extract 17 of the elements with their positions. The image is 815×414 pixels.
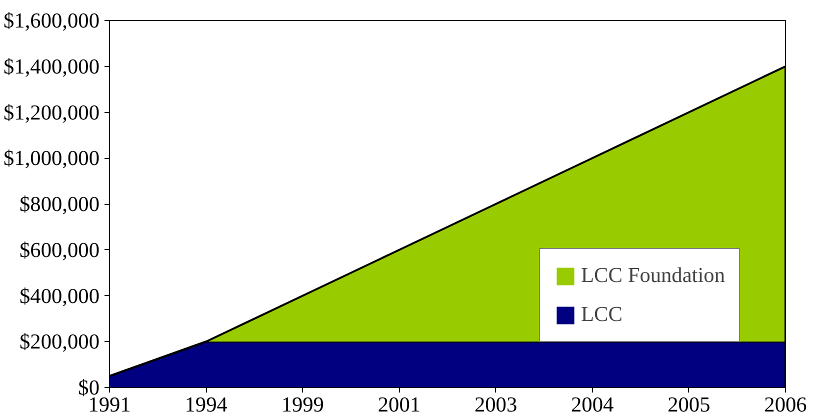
x-tick-label: 2005 — [668, 392, 710, 414]
x-tick-label: 2001 — [378, 392, 421, 414]
x-tick-label: 1994 — [184, 392, 228, 414]
y-tick-label: $1,600,000 — [4, 8, 100, 32]
x-tick-label: 1999 — [281, 392, 324, 414]
y-tick-label: $1,200,000 — [4, 100, 100, 124]
legend-label: LCC — [581, 302, 622, 327]
x-tick-label: 2004 — [571, 392, 614, 414]
y-tick-label: $400,000 — [20, 284, 100, 308]
y-tick-label: $1,400,000 — [4, 54, 100, 78]
y-tick-label: $1,000,000 — [4, 146, 100, 170]
x-tick-label: 2006 — [764, 392, 808, 414]
x-tick-label: 2003 — [474, 392, 518, 414]
y-tick-label: $800,000 — [20, 192, 100, 216]
y-tick-label: $200,000 — [20, 330, 100, 354]
legend-label: LCC Foundation — [581, 263, 725, 288]
y-tick-label: $600,000 — [20, 238, 100, 262]
